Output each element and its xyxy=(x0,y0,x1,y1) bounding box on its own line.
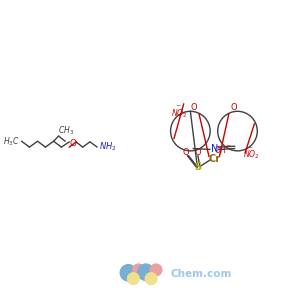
Circle shape xyxy=(138,264,154,280)
Text: O: O xyxy=(183,148,190,157)
Text: $NH_2$: $NH_2$ xyxy=(99,141,117,153)
Text: N: N xyxy=(211,144,218,154)
Text: ⁻: ⁻ xyxy=(226,143,231,153)
Text: O: O xyxy=(195,148,201,157)
Text: S: S xyxy=(194,162,201,172)
Text: Chem.com: Chem.com xyxy=(171,269,232,279)
Text: $H_3C$: $H_3C$ xyxy=(3,135,20,148)
Text: $NO_2$: $NO_2$ xyxy=(243,149,260,161)
Text: O: O xyxy=(69,140,76,148)
Text: $NO_2$: $NO_2$ xyxy=(171,107,188,120)
Circle shape xyxy=(133,264,144,276)
Circle shape xyxy=(150,264,162,276)
Text: OH: OH xyxy=(214,146,226,155)
Text: ⁻: ⁻ xyxy=(248,145,253,155)
Text: ⁻: ⁻ xyxy=(175,103,180,113)
Text: Cr: Cr xyxy=(208,154,220,164)
Circle shape xyxy=(145,273,157,284)
Text: O: O xyxy=(190,103,197,112)
Text: O: O xyxy=(231,103,237,112)
Circle shape xyxy=(128,273,139,284)
Text: $CH_3$: $CH_3$ xyxy=(58,124,74,137)
Circle shape xyxy=(120,265,136,281)
